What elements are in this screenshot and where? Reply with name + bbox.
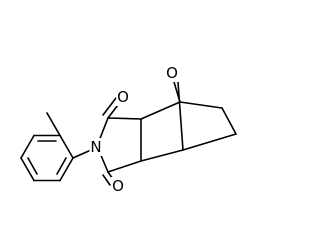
- bond: [182, 133, 237, 151]
- bond: [20, 134, 35, 159]
- atom-label: O: [112, 177, 124, 195]
- atom-labels: O O N O: [89, 64, 179, 195]
- bond: [20, 157, 35, 182]
- label-mask: [89, 138, 103, 156]
- bond: [27, 157, 38, 175]
- bonds: [20, 81, 237, 186]
- bond: [177, 81, 184, 151]
- bond: [46, 112, 61, 137]
- label-mask: [165, 64, 179, 82]
- bond: [102, 97, 117, 116]
- bond: [56, 157, 67, 175]
- bond: [179, 101, 223, 109]
- bond: [140, 149, 184, 162]
- bond: [72, 149, 92, 159]
- bond: [59, 157, 74, 182]
- bond: [107, 160, 142, 173]
- atom-label: O: [166, 64, 178, 82]
- atom-label: N: [90, 138, 101, 156]
- label-mask: [116, 88, 130, 106]
- bond: [221, 107, 237, 135]
- bond: [102, 174, 111, 186]
- atom-label: O: [117, 88, 129, 106]
- bond: [140, 101, 181, 120]
- bond: [107, 117, 142, 120]
- bond: [59, 134, 74, 159]
- label-mask: [111, 177, 125, 195]
- molecule: O O N O: [20, 64, 237, 195]
